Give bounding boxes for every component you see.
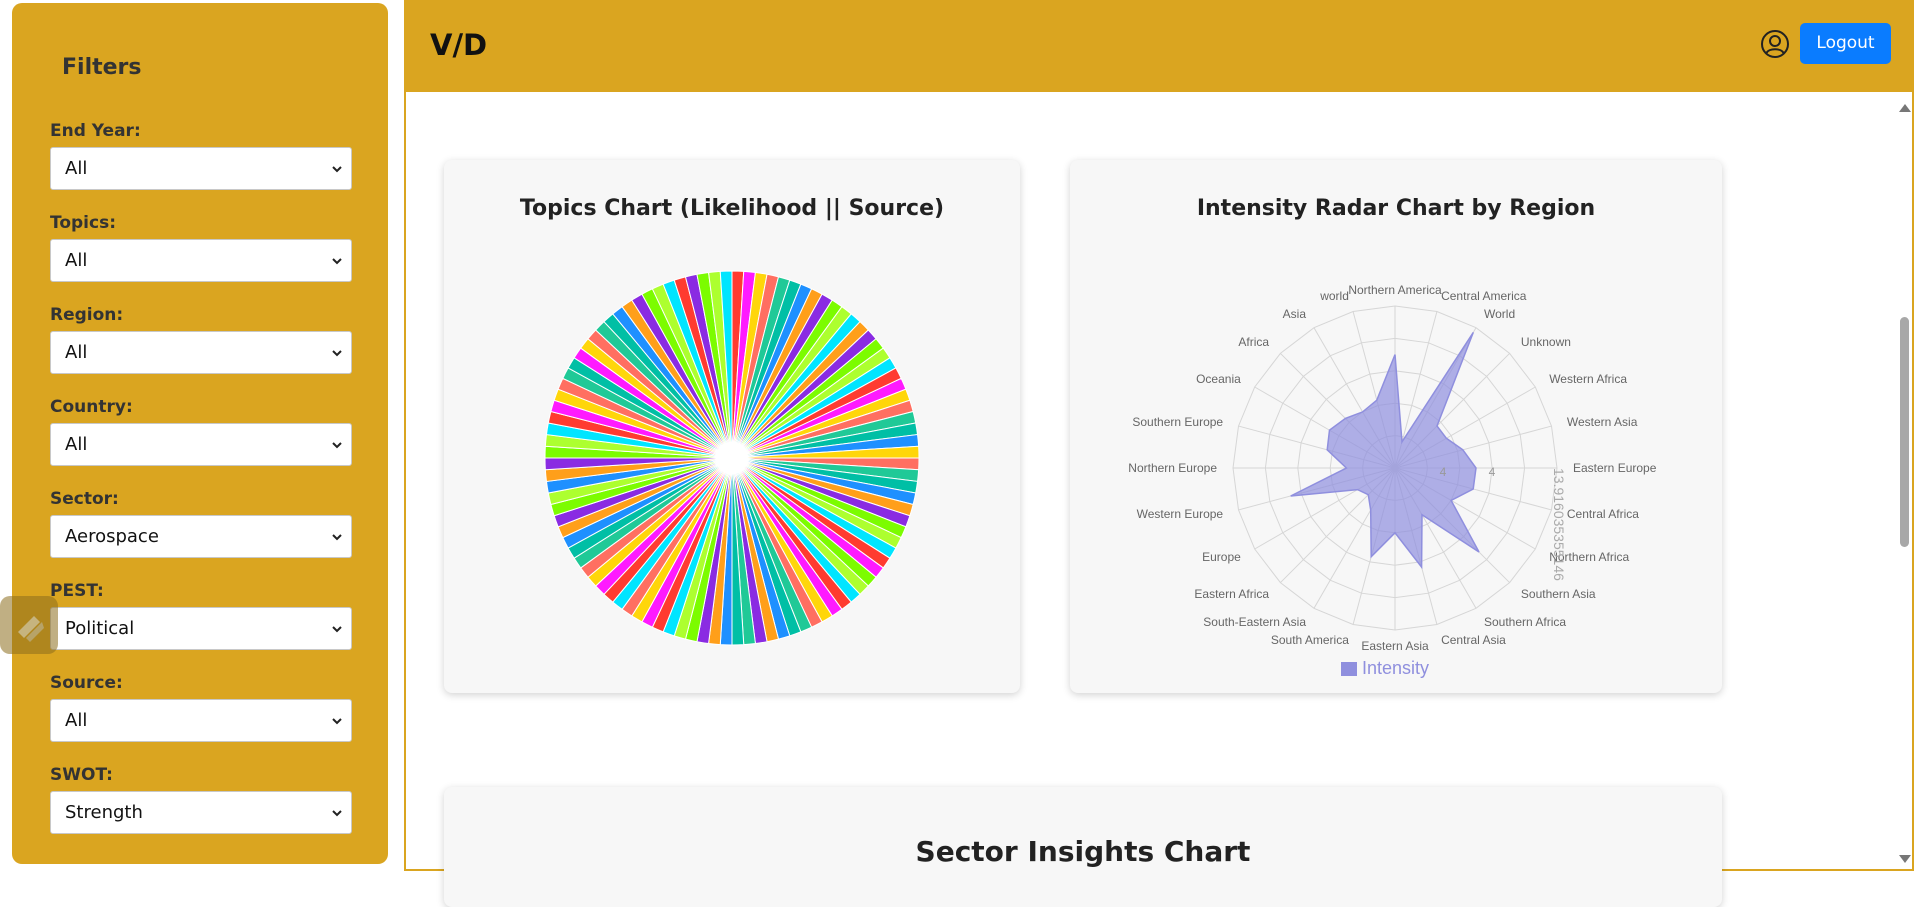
end-year-select[interactable]: All: [50, 147, 352, 190]
chevron-down-icon: [332, 166, 342, 173]
sector-value: Aerospace: [65, 526, 159, 547]
topics-pie-chart[interactable]: [444, 160, 1020, 693]
filter-label-country: Country:: [50, 397, 133, 417]
radar-category-label: Southern Asia: [1521, 587, 1596, 601]
radar-category-label: Northern Africa: [1549, 550, 1629, 564]
end-year-value: All: [65, 158, 88, 179]
top-header: V/D Logout: [406, 0, 1914, 92]
radar-category-label: Northern Europe: [1128, 461, 1217, 475]
country-select[interactable]: All: [50, 423, 352, 466]
topics-select[interactable]: All: [50, 239, 352, 282]
legend-label-intensity[interactable]: Intensity: [1362, 658, 1429, 678]
legend-swatch: [1341, 662, 1357, 676]
radar-category-label: South America: [1271, 633, 1349, 647]
radar-category-label: Southern Africa: [1484, 615, 1566, 629]
radar-category-label: Eastern Asia: [1361, 639, 1429, 653]
swot-select[interactable]: Strength: [50, 791, 352, 834]
topics-chart-card: Topics Chart (Likelihood || Source): [444, 160, 1020, 693]
extension-icon: [18, 616, 44, 642]
radar-series-intensity[interactable]: [1290, 331, 1480, 570]
radar-category-label: Western Africa: [1549, 372, 1627, 386]
sector-select[interactable]: Aerospace: [50, 515, 352, 558]
chevron-down-icon: [332, 350, 342, 357]
floating-extension-button[interactable]: [0, 596, 58, 654]
filter-label-sector: Sector:: [50, 489, 119, 509]
radar-category-label: Northern America: [1348, 283, 1442, 297]
filter-label-topics: Topics:: [50, 213, 117, 233]
filter-label-end-year: End Year:: [50, 121, 141, 141]
topics-chart-title: Topics Chart (Likelihood || Source): [519, 196, 945, 221]
sector-chart-title: Sector Insights Chart: [915, 835, 1251, 868]
radar-category-label: South-Eastern Asia: [1203, 615, 1306, 629]
pest-value: Political: [65, 618, 135, 639]
radar-chart-title: Intensity Radar Chart by Region: [1196, 196, 1596, 221]
region-value: All: [65, 342, 88, 363]
radar-category-label: Europe: [1202, 550, 1241, 564]
brand-logo: V/D: [430, 28, 488, 62]
scroll-up-arrow-icon[interactable]: [1899, 104, 1911, 112]
chevron-down-icon: [332, 810, 342, 817]
radar-category-label: World: [1484, 307, 1515, 321]
sector-chart-card: Sector Insights Chart: [444, 787, 1722, 907]
filter-label-region: Region:: [50, 305, 124, 325]
radar-category-label: Unknown: [1521, 335, 1571, 349]
filter-label-pest: PEST:: [50, 581, 104, 601]
chevron-down-icon: [332, 258, 342, 265]
radar-scale-label: 4: [1440, 465, 1447, 479]
filter-label-source: Source:: [50, 673, 123, 693]
chevron-down-icon: [332, 534, 342, 541]
radar-category-label: world: [1319, 289, 1349, 303]
source-select[interactable]: All: [50, 699, 352, 742]
radar-category-label: Southern Europe: [1132, 415, 1223, 429]
filter-label-swot: SWOT:: [50, 765, 113, 785]
radar-category-label: Oceania: [1196, 372, 1241, 386]
swot-value: Strength: [65, 802, 143, 823]
source-value: All: [65, 710, 88, 731]
scroll-down-arrow-icon[interactable]: [1899, 855, 1911, 863]
pest-select[interactable]: Political: [50, 607, 352, 650]
radar-category-label: Africa: [1238, 335, 1269, 349]
logout-button[interactable]: Logout: [1800, 23, 1891, 64]
radar-category-label: Western Asia: [1567, 415, 1638, 429]
radar-category-label: Western Europe: [1137, 507, 1224, 521]
filters-sidebar: Filters End Year: All Topics: All Region…: [12, 3, 388, 864]
chevron-down-icon: [332, 442, 342, 449]
chevron-down-icon: [332, 626, 342, 633]
radar-scale-label: 13.916035355146: [1551, 468, 1567, 581]
country-value: All: [65, 434, 88, 455]
region-select[interactable]: All: [50, 331, 352, 374]
intensity-radar-chart[interactable]: Northern America Central America World Unkn…: [1070, 160, 1722, 693]
pie-slice[interactable]: [719, 270, 733, 459]
radar-category-label: Central Africa: [1567, 507, 1639, 521]
radar-category-label: Eastern Africa: [1194, 587, 1269, 601]
radar-category-label: Central Asia: [1441, 633, 1506, 647]
radar-category-label: Central America: [1441, 289, 1527, 303]
radar-category-label: Eastern Europe: [1573, 461, 1657, 475]
main-panel: V/D Logout Topics Chart (Likelihood || S…: [404, 0, 1914, 907]
sidebar-title: Filters: [62, 55, 142, 80]
radar-scale-label: 4: [1489, 465, 1496, 479]
topics-value: All: [65, 250, 88, 271]
radar-category-label: Asia: [1283, 307, 1307, 321]
radar-chart-card: Intensity Radar Chart by Region Northern…: [1070, 160, 1722, 693]
vertical-scrollbar[interactable]: [1896, 92, 1912, 871]
user-account-icon[interactable]: [1760, 29, 1790, 59]
scrollbar-thumb[interactable]: [1900, 317, 1909, 547]
chevron-down-icon: [332, 718, 342, 725]
